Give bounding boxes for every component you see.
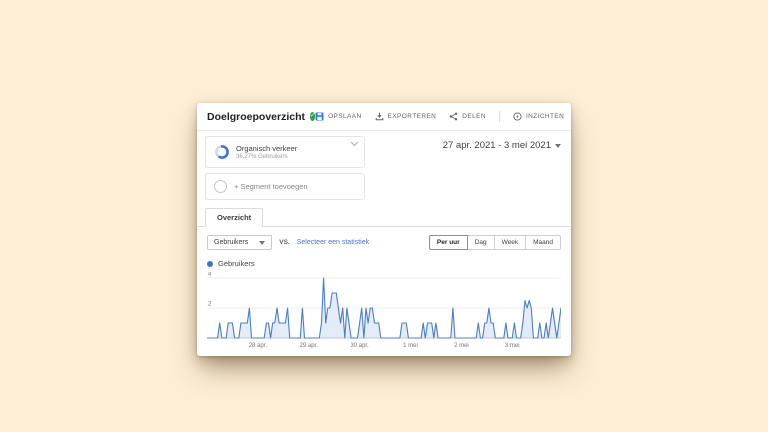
chart-area-fill bbox=[207, 278, 561, 338]
chart-x-tick-label: 30 apr. bbox=[350, 343, 369, 349]
chevron-down-icon bbox=[350, 141, 359, 147]
granularity-week-button[interactable]: Week bbox=[493, 235, 527, 250]
controls-row: Gebruikers VS. Selecteer een statistiek … bbox=[197, 227, 571, 254]
insights-icon bbox=[513, 112, 522, 121]
export-label: EXPORTEREN bbox=[387, 113, 437, 120]
save-icon bbox=[315, 112, 324, 121]
segment-card-organic[interactable]: Organisch verkeer 36,27% Gebruikers bbox=[205, 136, 365, 168]
header-actions: OPSLAAN EXPORTEREN DEL bbox=[315, 111, 564, 122]
export-button[interactable]: EXPORTEREN bbox=[375, 112, 437, 121]
date-range-selector[interactable]: 27 apr. 2021 - 3 mei 2021 bbox=[443, 140, 561, 151]
segment-detail: 36,27% Gebruikers bbox=[236, 154, 288, 160]
granularity-dag-button[interactable]: Dag bbox=[466, 235, 495, 250]
vs-label: VS. bbox=[279, 239, 290, 246]
chart-container: 2 4 28 apr. 29 apr. 30 apr. 1 mei 2 mei 3 mei bbox=[197, 270, 571, 356]
caret-down-icon bbox=[259, 240, 266, 245]
verified-check-icon: ✓ bbox=[310, 112, 316, 121]
page-title: Doelgroepoverzicht bbox=[207, 110, 306, 123]
granularity-button-group: Per uur Dag Week Maand bbox=[428, 235, 561, 250]
chart-x-tick-label: 3 mei bbox=[505, 343, 520, 349]
segment-chevron-button[interactable] bbox=[350, 141, 359, 147]
chart-y-tick-label: 2 bbox=[208, 302, 212, 308]
users-chart-svg[interactable]: 2 4 28 apr. 29 apr. 30 apr. 1 mei 2 mei 3 mei bbox=[207, 272, 561, 352]
report-header: Doelgroepoverzicht ✓ OPSLAAN bbox=[197, 103, 571, 131]
insights-label: INZICHTEN bbox=[525, 113, 565, 120]
download-icon bbox=[375, 112, 383, 121]
metric-dropdown-value: Gebruikers bbox=[214, 239, 249, 246]
share-icon bbox=[449, 112, 458, 121]
caret-down-icon bbox=[555, 143, 561, 148]
segment-name: Organisch verkeer bbox=[236, 144, 298, 153]
select-metric-link[interactable]: Selecteer een statistiek bbox=[296, 239, 370, 246]
legend-dot-icon bbox=[207, 260, 213, 267]
chart-line bbox=[207, 277, 561, 339]
save-button[interactable]: OPSLAAN bbox=[315, 112, 362, 121]
chart-y-tick-label: 4 bbox=[208, 272, 212, 278]
chart-x-tick-label: 29 apr. bbox=[300, 343, 319, 349]
chart-x-tick-label: 1 mei bbox=[403, 343, 418, 349]
chart-x-tick-label: 2 mei bbox=[454, 343, 469, 349]
share-label: DELEN bbox=[462, 113, 486, 120]
tab-overzicht[interactable]: Overzicht bbox=[205, 208, 264, 227]
add-segment-button[interactable]: + Segment toevoegen bbox=[205, 173, 365, 200]
segment-donut-icon bbox=[215, 145, 229, 159]
insights-button[interactable]: INZICHTEN bbox=[513, 112, 564, 121]
save-label: OPSLAAN bbox=[328, 113, 362, 120]
date-range-label: 27 apr. 2021 - 3 mei 2021 bbox=[442, 140, 551, 151]
chart-x-tick-label: 28 apr. bbox=[249, 343, 268, 349]
segment-area: Organisch verkeer 36,27% Gebruikers + Se… bbox=[197, 131, 571, 204]
add-segment-label: + Segment toevoegen bbox=[234, 182, 308, 191]
add-segment-circle-icon bbox=[214, 180, 227, 193]
granularity-per-uur-button[interactable]: Per uur bbox=[428, 235, 468, 250]
metric-dropdown[interactable]: Gebruikers bbox=[207, 235, 273, 250]
granularity-maand-button[interactable]: Maand bbox=[525, 235, 561, 250]
tab-row: Overzicht bbox=[197, 207, 571, 227]
legend-label: Gebruikers bbox=[218, 259, 255, 268]
actions-divider bbox=[498, 111, 500, 122]
share-button[interactable]: DELEN bbox=[449, 112, 486, 121]
chart-legend: Gebruikers bbox=[197, 254, 571, 270]
analytics-report-card: Doelgroepoverzicht ✓ OPSLAAN bbox=[197, 103, 571, 356]
segment-texts: Organisch verkeer 36,27% Gebruikers bbox=[236, 144, 297, 160]
